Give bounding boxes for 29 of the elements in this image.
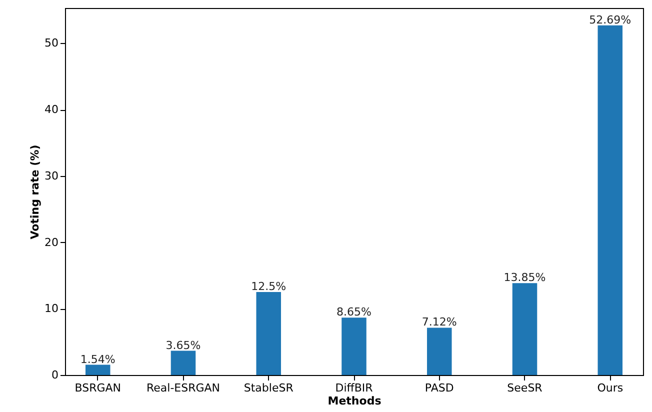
y-tick-label: 30 bbox=[44, 169, 58, 182]
bar bbox=[342, 318, 366, 375]
bar bbox=[426, 328, 452, 375]
x-tick-label: Ours bbox=[597, 382, 624, 394]
y-tick-label: 0 bbox=[52, 368, 58, 382]
data-label: 52.69% bbox=[589, 13, 632, 26]
data-label: 1.54% bbox=[80, 352, 116, 366]
data-label: 12.5% bbox=[251, 280, 286, 294]
x-tick-label: PASD bbox=[424, 382, 454, 394]
data-label: 3.65% bbox=[166, 338, 201, 352]
data-label: 7.12% bbox=[422, 316, 457, 329]
bar bbox=[598, 25, 623, 375]
y-tick-label: 10 bbox=[44, 302, 58, 316]
bar bbox=[512, 283, 538, 375]
x-tick-label: DiffBIR bbox=[335, 382, 374, 394]
x-tick-label: BSRGAN bbox=[74, 382, 122, 394]
data-label: 8.65% bbox=[336, 306, 372, 319]
y-tick-label: 50 bbox=[44, 36, 58, 50]
x-tick-label: StableSR bbox=[244, 382, 294, 394]
y-tick-label: 20 bbox=[44, 236, 58, 249]
y-tick-label: 40 bbox=[44, 103, 58, 116]
bar bbox=[85, 364, 110, 375]
x-tick-label: Real-ESRGAN bbox=[146, 382, 220, 394]
bar bbox=[170, 350, 196, 375]
x-axis-title: Methods bbox=[328, 394, 382, 408]
x-tick-label: SeeSR bbox=[507, 382, 543, 394]
y-axis-title: Voting rate (%) bbox=[28, 144, 42, 240]
bar bbox=[256, 292, 282, 375]
data-label: 13.85% bbox=[504, 271, 546, 284]
